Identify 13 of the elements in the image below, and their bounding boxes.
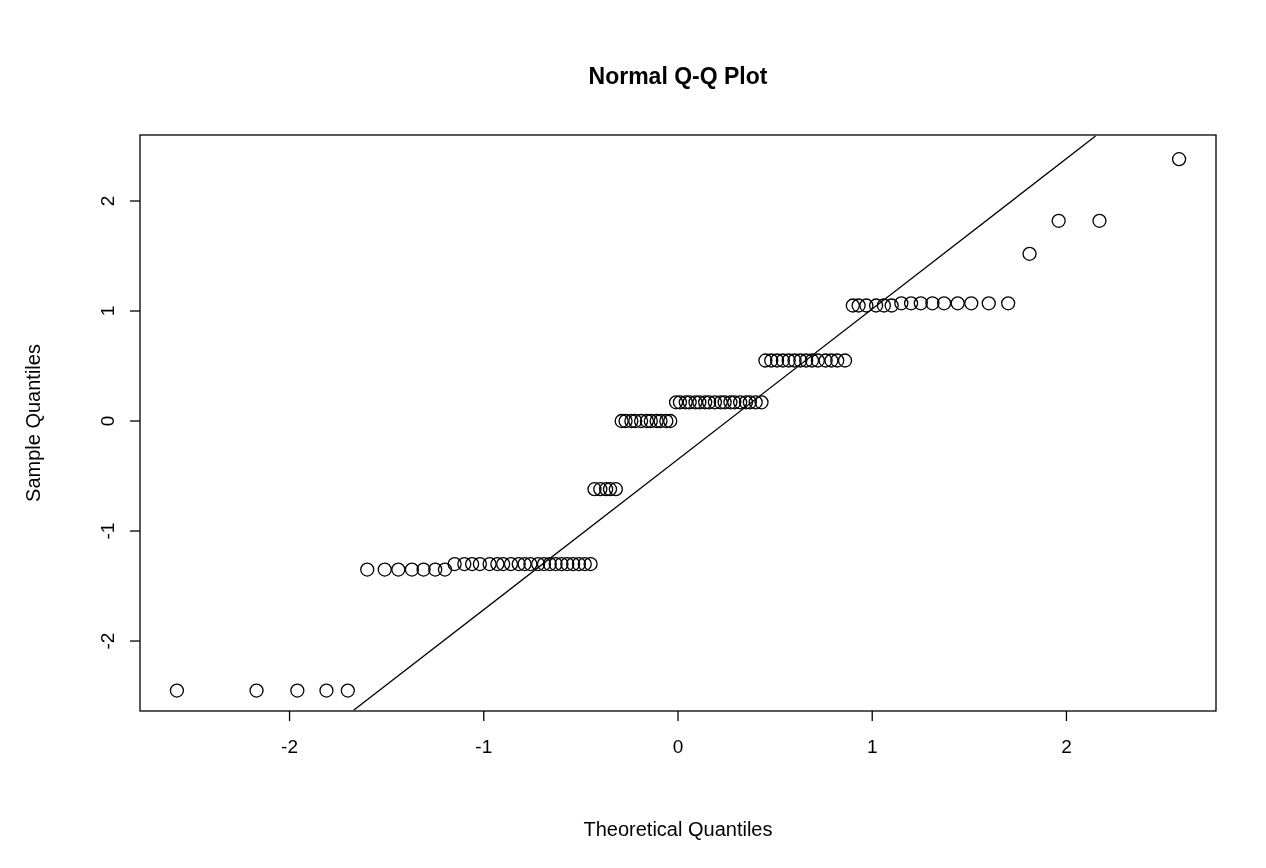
x-tick-label: -2 (281, 736, 299, 757)
y-axis-title: Sample Quantiles (22, 344, 44, 502)
y-tick-label: -2 (97, 632, 118, 650)
y-tick-label: -1 (97, 522, 118, 540)
y-tick-label: 0 (97, 415, 118, 427)
y-tick-label: 1 (97, 305, 118, 317)
x-tick-label: 2 (1061, 736, 1072, 757)
x-tick-label: -1 (475, 736, 493, 757)
x-tick-label: 0 (672, 736, 684, 757)
x-axis-title: Theoretical Quantiles (583, 818, 773, 840)
x-tick-label: 1 (866, 736, 878, 757)
chart-title: Normal Q-Q Plot (588, 63, 768, 89)
y-tick-label: 2 (97, 195, 118, 207)
